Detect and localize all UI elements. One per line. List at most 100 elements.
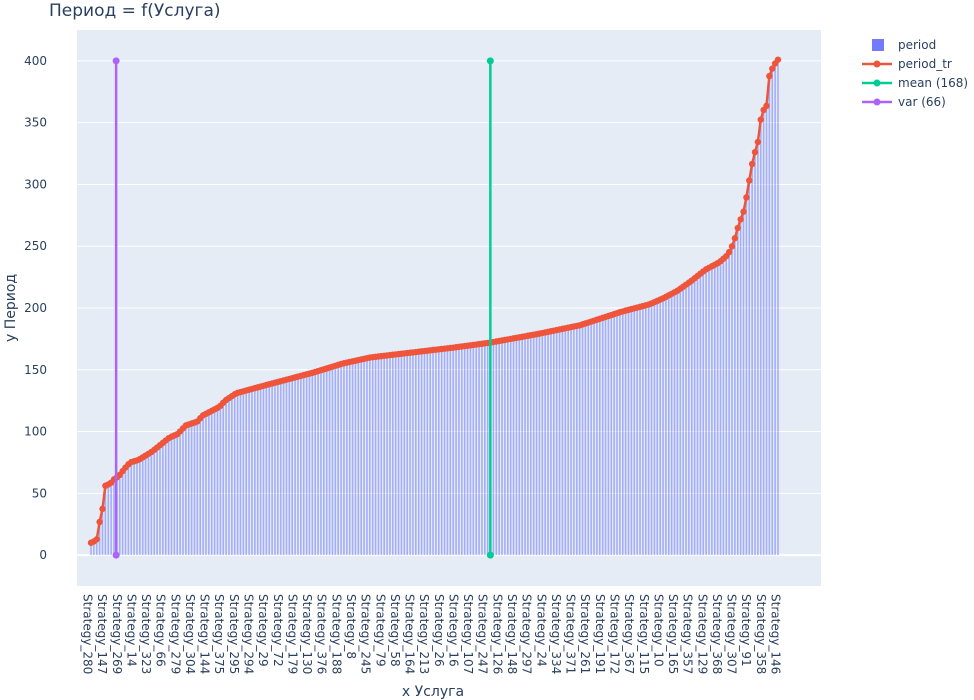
y-tick-label: 400 (24, 54, 47, 68)
bar (343, 363, 345, 556)
bar (673, 292, 676, 556)
bar (386, 355, 388, 556)
bar (682, 286, 684, 556)
bar (498, 340, 500, 556)
bar (553, 330, 555, 556)
bar (271, 383, 273, 556)
legend-swatch (872, 39, 884, 51)
chart-title: Период = f(Услуга) (49, 1, 221, 21)
bar (524, 336, 526, 556)
bar (590, 321, 592, 556)
bar (627, 309, 630, 556)
x-tick-label: Strategy_213 (417, 594, 431, 674)
bar (708, 267, 710, 556)
bar (377, 356, 380, 556)
period-tr-point (734, 224, 741, 232)
bar (538, 333, 541, 556)
x-tick-label: Strategy_297 (520, 594, 534, 674)
bar (446, 348, 449, 556)
bar (107, 484, 110, 556)
bar (121, 471, 124, 556)
period-tr-point (746, 177, 753, 184)
x-tick-label: Strategy_368 (710, 594, 724, 674)
bar (463, 346, 466, 556)
bar (236, 392, 239, 556)
bar (285, 379, 288, 556)
bar (777, 59, 779, 556)
x-tick-label: Strategy_144 (198, 594, 212, 674)
x-tick-label: Strategy_66 (154, 594, 168, 667)
period-tr-point (763, 102, 770, 110)
bar (693, 278, 696, 556)
period-tr-point (766, 72, 773, 80)
bar (302, 375, 305, 556)
legend-label: period (898, 38, 936, 52)
bar (328, 367, 331, 556)
bar (104, 485, 107, 556)
bar (279, 381, 282, 556)
bar (584, 323, 587, 556)
bar (196, 421, 199, 556)
bar (147, 453, 150, 556)
bar (578, 325, 581, 556)
bar (369, 357, 371, 556)
bar (331, 366, 334, 556)
bar (124, 467, 127, 556)
period-tr-point (743, 194, 750, 201)
bar (650, 303, 653, 556)
bar (530, 335, 532, 556)
bar (320, 370, 322, 556)
period-tr-point (740, 208, 747, 215)
bar (469, 345, 472, 556)
bar (426, 350, 429, 556)
bar (259, 386, 262, 556)
bar (113, 479, 115, 556)
bar (366, 358, 368, 556)
bar (596, 319, 598, 556)
bar (699, 273, 702, 556)
bar (371, 357, 374, 556)
bar (504, 339, 506, 556)
x-tick-label: Strategy_294 (242, 594, 256, 674)
bar (458, 346, 460, 556)
bar (268, 384, 271, 556)
bar (162, 442, 164, 556)
bar (587, 322, 590, 556)
ref-point (112, 551, 120, 559)
y-tick-label: 250 (24, 239, 47, 253)
bar (176, 434, 179, 556)
bar (716, 263, 719, 556)
bar (734, 238, 736, 556)
bar (555, 330, 558, 556)
bar (679, 288, 682, 556)
x-tick-label: Strategy_79 (373, 594, 387, 667)
bar (406, 353, 408, 556)
bar (492, 342, 495, 556)
period-tr-point (774, 56, 782, 63)
x-tick-label: Strategy_261 (578, 594, 592, 674)
bar (360, 359, 362, 556)
x-tick-label: Strategy_72 (271, 594, 285, 667)
bar (564, 328, 567, 556)
x-tick-label: Strategy_58 (388, 594, 402, 667)
reference-lines (112, 57, 494, 559)
ref-point (112, 57, 120, 65)
bar (389, 355, 391, 556)
bar (190, 423, 193, 556)
bar (725, 256, 728, 556)
x-tick-label: Strategy_129 (695, 594, 709, 674)
bar (636, 307, 638, 556)
bar (616, 313, 618, 556)
bar (659, 299, 661, 556)
bar (501, 340, 503, 556)
bar (633, 308, 636, 556)
x-axis-title: x Услуга (402, 684, 464, 700)
bar (593, 320, 595, 556)
y-tick-label: 100 (24, 425, 47, 439)
bar (417, 351, 420, 556)
bar (222, 402, 225, 556)
x-tick-label: Strategy_376 (315, 594, 329, 674)
bar (449, 347, 452, 556)
bar (736, 228, 739, 556)
